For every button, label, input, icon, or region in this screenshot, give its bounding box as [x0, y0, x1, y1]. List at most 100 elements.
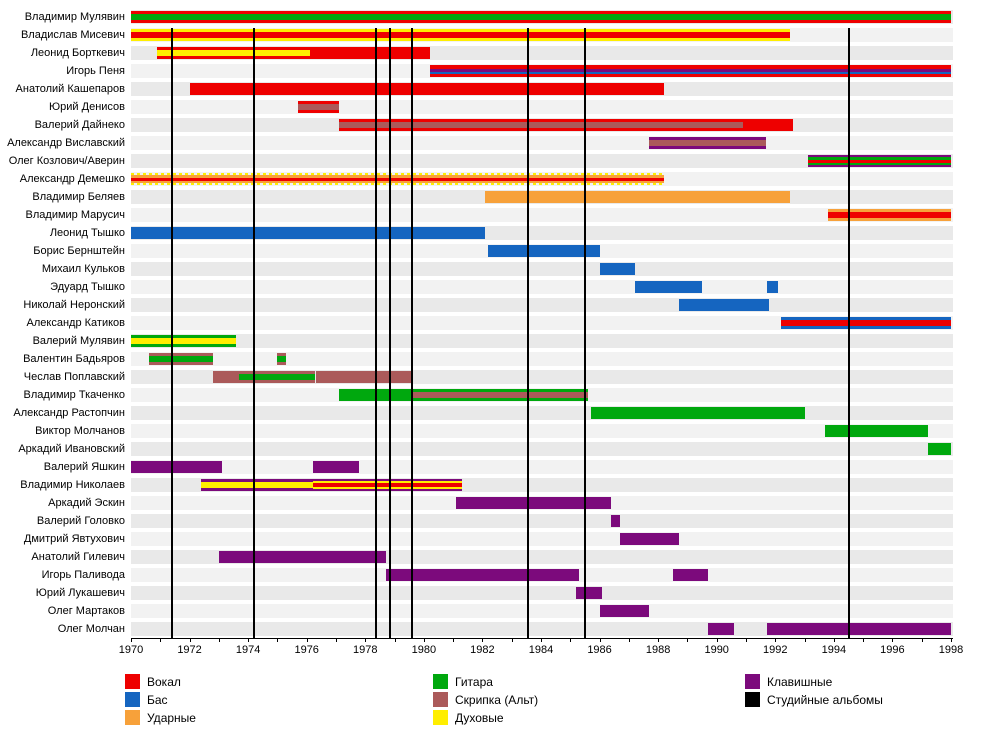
x-axis-tick	[892, 638, 894, 642]
timeline-bar-segment	[429, 65, 951, 77]
timeline-bar-segment	[315, 371, 413, 383]
timeline-bar-segment	[131, 173, 664, 185]
bar-role-layer-keys	[649, 145, 767, 149]
legend-swatch-keys	[745, 674, 760, 689]
x-axis-tick	[628, 638, 630, 642]
timeline-bar-segment	[412, 389, 588, 401]
timeline-bar-segment	[131, 227, 486, 239]
bar-role-layer-drums	[131, 180, 664, 183]
x-axis-tick	[658, 638, 660, 642]
member-name-label: Игорь Паливода	[41, 569, 125, 581]
x-axis-label: 1972	[177, 644, 202, 656]
timeline-bar-segment	[218, 551, 386, 563]
bar-role-layer-keys	[456, 497, 612, 509]
bar-role-layer-keys	[766, 623, 951, 635]
legend-label: Студийные альбомы	[767, 693, 883, 707]
x-axis-tick	[277, 638, 279, 642]
timeline-bar-segment	[309, 47, 430, 59]
timeline-bar-segment	[312, 461, 360, 473]
x-axis-label: 1996	[880, 644, 905, 656]
x-axis-tick	[541, 638, 542, 642]
legend-swatch-albums	[745, 692, 760, 707]
member-row-band	[131, 532, 953, 546]
bar-role-layer-keys	[599, 605, 650, 617]
member-name-label: Олег Мартаков	[47, 605, 125, 617]
bar-role-layer-guitar	[148, 356, 213, 362]
member-name-label: Юрий Денисов	[49, 101, 125, 113]
bar-role-layer-violin	[213, 371, 240, 383]
x-axis-label: 1978	[353, 644, 378, 656]
bar-role-layer-guitar	[277, 356, 287, 362]
bar-role-layer-violin	[277, 353, 287, 357]
bar-role-layer-guitar	[412, 397, 588, 401]
bar-role-layer-bass	[634, 281, 703, 293]
bar-role-layer-violin	[277, 361, 287, 365]
bar-role-layer-keys	[312, 488, 462, 492]
timeline-bar-segment	[297, 101, 339, 113]
bar-role-layer-keys	[649, 137, 767, 141]
bar-role-layer-vocal	[157, 55, 310, 59]
x-axis-tick	[775, 638, 777, 642]
x-axis-tick	[921, 638, 923, 642]
bar-role-layer-keys	[218, 551, 386, 563]
member-name-label: Аркадий Эскин	[48, 497, 125, 509]
member-name-label: Юрий Лукашевич	[35, 587, 125, 599]
x-axis-label: 1988	[645, 644, 671, 656]
bar-role-layer-guitar	[927, 443, 951, 455]
bar-role-layer-keys	[131, 461, 222, 473]
bar-role-layer-bass	[488, 245, 600, 257]
member-name-label: Валерий Яшкин	[43, 461, 125, 473]
member-name-label: Виктор Молчанов	[35, 425, 125, 437]
bar-role-layer-keys	[807, 155, 951, 157]
timeline-bar-segment	[131, 461, 222, 473]
x-axis-tick	[131, 638, 132, 642]
bar-role-layer-wind	[201, 482, 313, 488]
bar-role-layer-vocal	[429, 73, 951, 77]
timeline-bar-segment	[338, 119, 744, 131]
member-row-band	[131, 316, 953, 330]
member-name-label: Николай Неронский	[23, 299, 125, 311]
x-axis-tick	[160, 638, 162, 642]
timeline-bar-segment	[927, 443, 951, 455]
member-name-label: Олег Козлович/Аверин	[8, 155, 125, 167]
x-axis-label: 1986	[587, 644, 612, 656]
legend-label: Вокал	[147, 675, 181, 689]
studio-album-line	[389, 28, 392, 638]
legend-label: Духовые	[455, 711, 504, 725]
bar-role-layer-guitar	[131, 14, 951, 20]
member-name-label: Анатолий Гилевич	[31, 551, 125, 563]
bar-role-layer-wind	[131, 338, 237, 344]
bar-role-layer-vocal	[297, 109, 339, 113]
member-row-band	[131, 262, 953, 276]
bar-role-layer-violin	[148, 361, 213, 365]
member-name-label: Валерий Мулявин	[32, 335, 125, 347]
member-name-label: Дмитрий Явтухович	[23, 533, 125, 545]
member-name-label: Александр Демешко	[19, 173, 125, 185]
timeline-bar-segment	[576, 587, 603, 599]
bar-role-layer-vocal	[338, 119, 744, 123]
timeline-bar-segment	[385, 569, 580, 581]
x-axis-label: 1976	[294, 644, 319, 656]
bar-role-layer-drums	[828, 217, 951, 221]
timeline-bar-segment	[634, 281, 703, 293]
x-axis-tick	[570, 638, 572, 642]
studio-album-line	[374, 28, 377, 638]
x-axis-label: 1998	[938, 644, 964, 656]
timeline-bar-segment	[488, 245, 600, 257]
bar-role-layer-violin	[239, 371, 316, 375]
bar-role-layer-guitar	[825, 425, 928, 437]
x-axis-tick	[863, 638, 865, 642]
x-axis-label: 1984	[528, 644, 554, 656]
bar-role-layer-keys	[707, 623, 735, 635]
member-name-label: Анатолий Кашепаров	[15, 83, 125, 95]
bar-role-layer-guitar	[131, 335, 237, 339]
studio-album-line	[526, 28, 529, 638]
member-name-label: Владимир Николаев	[20, 479, 125, 491]
studio-album-line	[171, 28, 173, 638]
member-name-label: Валерий Дайнеко	[34, 119, 125, 131]
timeline-bar-segment	[312, 479, 462, 492]
bar-role-layer-vocal	[297, 101, 339, 105]
bar-role-layer-violin	[148, 353, 213, 357]
timeline-bar-segment	[131, 335, 237, 347]
